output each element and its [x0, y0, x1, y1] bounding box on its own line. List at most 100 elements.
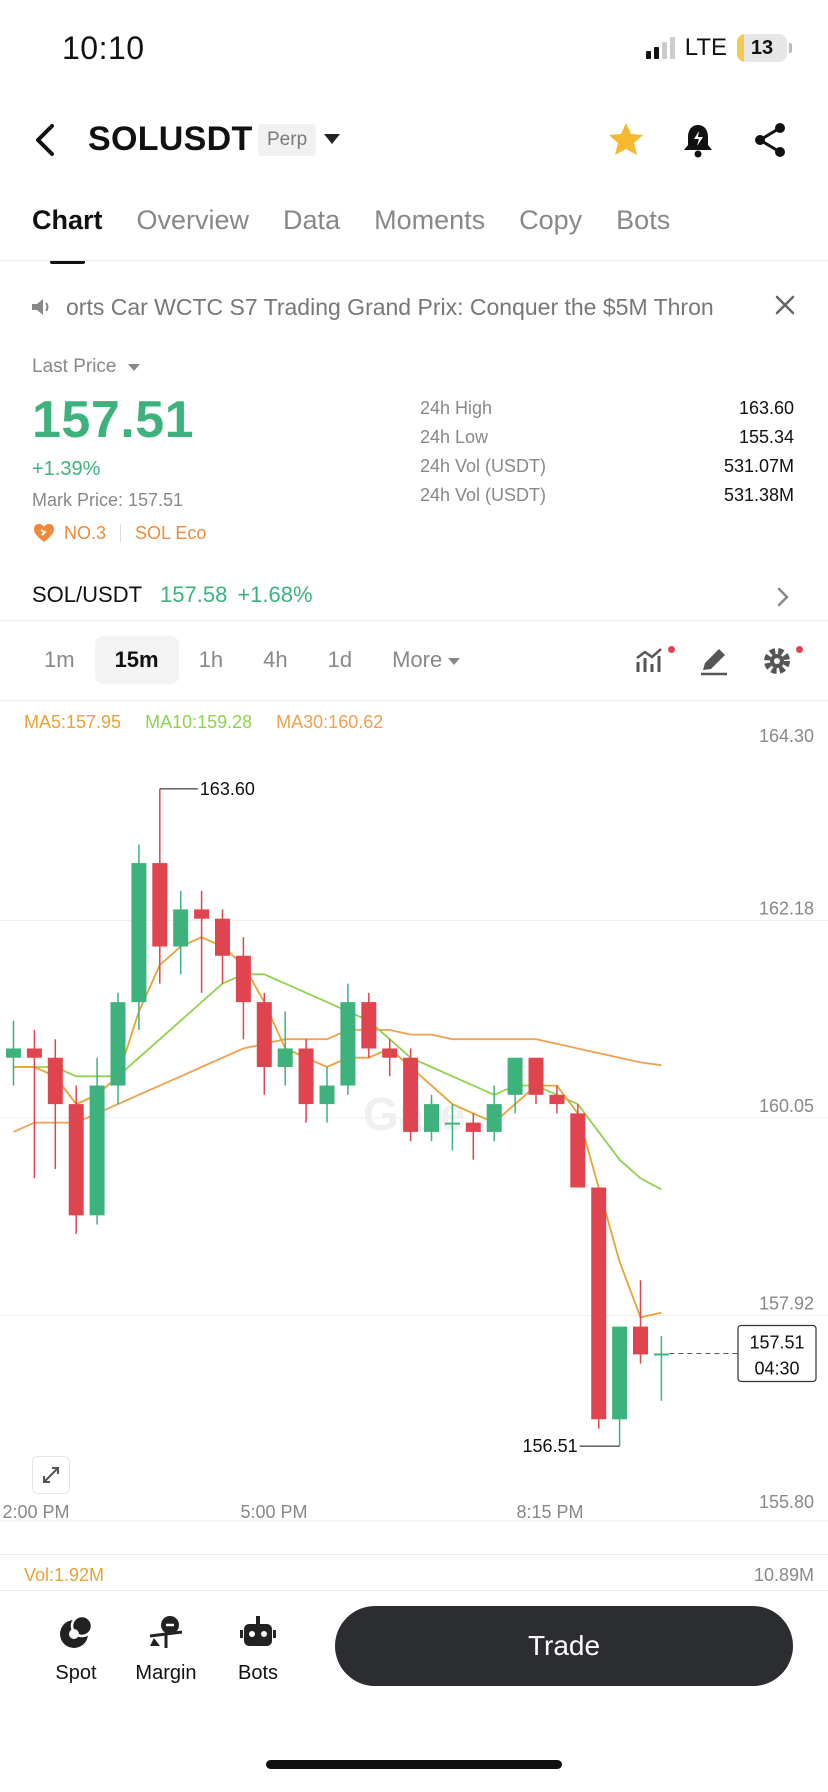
candle-body	[235, 955, 251, 1003]
candlestick-chart[interactable]: 164.30162.18160.05157.92155.80Gate163.60…	[0, 700, 828, 1522]
main-tabs: Chart Overview Data Moments Copy Bots	[32, 205, 671, 264]
timeframe-1m[interactable]: 1m	[44, 647, 75, 672]
y-tick-label: 155.80	[759, 1492, 814, 1512]
candle-body	[591, 1187, 607, 1420]
app-header: SOLUSDT Perp	[0, 110, 828, 170]
stat-row-high: 24h High 163.60	[420, 398, 794, 418]
volume-max-label: 10.89M	[753, 1565, 814, 1585]
robot-icon	[240, 1616, 276, 1646]
nav-spot-label: Spot	[55, 1662, 97, 1684]
star-icon[interactable]	[606, 120, 646, 160]
chevron-down-icon[interactable]	[128, 364, 140, 371]
tab-bots[interactable]: Bots	[616, 205, 671, 235]
back-arrow-icon[interactable]	[30, 122, 60, 158]
y-tick-label: 157.92	[759, 1293, 814, 1313]
eco-badge[interactable]: SOL Eco	[135, 522, 207, 543]
tab-copy[interactable]: Copy	[519, 205, 583, 235]
ticker-text: orts Car WCTC S7 Trading Grand Prix: Con…	[66, 293, 714, 320]
nav-margin[interactable]: Margin	[126, 1612, 206, 1685]
ma-legend: MA5:157.95 MA10:159.28 MA30:160.62	[24, 712, 383, 733]
pair-title[interactable]: SOLUSDT	[88, 120, 253, 158]
timeframe-bar: 1m 15m 1h 4h 1d More	[24, 636, 480, 684]
price-change-pct: +1.39%	[32, 458, 101, 480]
contract-type-badge[interactable]: Perp	[258, 124, 317, 156]
spot-pair-row[interactable]: SOL/USDT 157.58 +1.68%	[32, 582, 796, 608]
announcement-ticker[interactable]: orts Car WCTC S7 Trading Grand Prix: Con…	[30, 287, 800, 327]
network-label: LTE	[684, 34, 727, 61]
trade-button[interactable]: Trade	[335, 1606, 793, 1686]
speaker-icon	[32, 299, 49, 315]
countdown-label: 04:30	[754, 1358, 799, 1378]
candle-body	[298, 1048, 314, 1105]
stat-row-vol-2: 24h Vol (USDT) 531.38M	[420, 485, 794, 505]
status-time: 10:10	[62, 30, 145, 66]
tabs-divider	[0, 260, 828, 261]
nav-margin-label: Margin	[135, 1662, 197, 1684]
x-tick-label: 8:15 PM	[516, 1502, 583, 1522]
candle-body	[173, 909, 189, 947]
timeframe-1d[interactable]: 1d	[327, 647, 353, 672]
current-price-box	[737, 1324, 817, 1383]
bell-icon[interactable]	[678, 120, 718, 160]
settings-gear-icon[interactable]	[760, 644, 794, 678]
share-icon[interactable]	[750, 120, 790, 160]
candle-body	[361, 1002, 377, 1049]
expand-chart-button[interactable]	[32, 1456, 70, 1494]
candle-body	[68, 1104, 84, 1216]
chevron-right-icon[interactable]	[776, 586, 790, 608]
high-marker-label: 163.60	[200, 779, 255, 799]
close-icon[interactable]	[772, 292, 798, 318]
chevron-down-icon	[448, 657, 461, 665]
last-price: 157.51	[32, 391, 195, 449]
pair-dropdown-caret-icon[interactable]	[324, 134, 340, 144]
candle-body	[340, 1002, 356, 1086]
indicators-icon[interactable]	[634, 644, 668, 678]
expand-icon	[43, 1467, 59, 1483]
ma5-line	[13, 936, 662, 1319]
tab-data[interactable]: Data	[283, 205, 341, 235]
candle-body	[277, 1048, 293, 1068]
candle-body	[6, 1048, 21, 1058]
bottom-divider	[0, 1590, 828, 1591]
nav-spot[interactable]: Spot	[36, 1612, 116, 1685]
timeframe-more[interactable]: More	[372, 636, 480, 684]
heart-flame-icon	[34, 524, 54, 542]
stats-panel: 24h High 163.60 24h Low 155.34 24h Vol (US…	[420, 398, 794, 514]
rank-badge[interactable]: NO.3	[64, 522, 107, 543]
spot-pair-price: 157.58	[160, 582, 228, 607]
low-marker-label: 156.51	[523, 1436, 578, 1456]
candle-body	[47, 1057, 63, 1105]
candle-body	[215, 918, 230, 956]
tab-chart[interactable]: Chart	[32, 205, 103, 264]
candle-body	[194, 909, 210, 919]
stat-row-low: 24h Low 155.34	[420, 427, 794, 447]
signal-icon	[645, 37, 675, 59]
timeframe-15m[interactable]: 15m	[94, 636, 179, 684]
candle-body	[549, 1094, 565, 1105]
spot-coins-icon	[60, 1614, 94, 1648]
tag-badges: NO.3 SOL Eco	[32, 522, 206, 544]
ma5-label: MA5:157.95	[24, 712, 122, 732]
pair-divider	[0, 620, 828, 621]
timeframe-divider	[0, 700, 828, 701]
spot-pair-change: +1.68%	[237, 582, 313, 607]
candle-body	[633, 1326, 648, 1355]
battery-level: 13	[750, 37, 774, 59]
ma30-label: MA30:160.62	[276, 712, 384, 732]
y-tick-label: 160.05	[759, 1096, 814, 1116]
timeframe-1h[interactable]: 1h	[198, 647, 224, 672]
timeframe-4h[interactable]: 4h	[263, 647, 288, 672]
margin-scale-icon	[149, 1616, 183, 1648]
last-price-label[interactable]: Last Price	[32, 356, 117, 377]
y-tick-label: 164.30	[759, 726, 814, 746]
tab-moments[interactable]: Moments	[374, 205, 486, 235]
candle-body	[528, 1057, 544, 1095]
y-tick-label: 162.18	[759, 899, 814, 919]
volume-divider	[0, 1554, 828, 1555]
ma30-line	[13, 1029, 662, 1133]
tab-overview[interactable]: Overview	[136, 205, 250, 235]
draw-pencil-icon[interactable]	[697, 644, 731, 678]
candle-body	[486, 1104, 502, 1132]
nav-bots[interactable]: Bots	[218, 1612, 298, 1685]
candle-body	[444, 1122, 460, 1125]
